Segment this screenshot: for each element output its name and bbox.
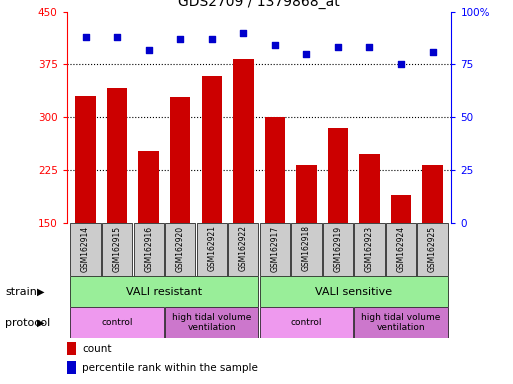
Title: GDS2709 / 1379868_at: GDS2709 / 1379868_at <box>178 0 340 9</box>
Bar <box>107 88 127 223</box>
Text: control: control <box>291 318 322 327</box>
FancyBboxPatch shape <box>386 223 416 276</box>
FancyBboxPatch shape <box>165 307 259 338</box>
Text: ▶: ▶ <box>37 287 45 297</box>
Text: protocol: protocol <box>5 318 50 328</box>
Text: GSM162924: GSM162924 <box>397 225 405 271</box>
Point <box>302 51 310 57</box>
Point <box>397 61 405 68</box>
Point <box>208 36 216 42</box>
Text: ▶: ▶ <box>37 318 45 328</box>
FancyBboxPatch shape <box>70 223 101 276</box>
Point <box>176 36 184 42</box>
Text: control: control <box>102 318 133 327</box>
Bar <box>296 165 317 223</box>
FancyBboxPatch shape <box>260 276 448 307</box>
FancyBboxPatch shape <box>260 223 290 276</box>
FancyBboxPatch shape <box>102 223 132 276</box>
Text: GSM162918: GSM162918 <box>302 225 311 271</box>
FancyBboxPatch shape <box>165 223 195 276</box>
Text: high tidal volume
ventilation: high tidal volume ventilation <box>172 313 251 332</box>
Text: GSM162917: GSM162917 <box>270 225 280 271</box>
Text: GSM162923: GSM162923 <box>365 225 374 271</box>
Point <box>113 34 121 40</box>
Point <box>334 44 342 50</box>
Text: percentile rank within the sample: percentile rank within the sample <box>82 363 258 373</box>
FancyBboxPatch shape <box>323 223 353 276</box>
FancyBboxPatch shape <box>196 223 227 276</box>
Text: GSM162921: GSM162921 <box>207 225 216 271</box>
Point <box>271 42 279 48</box>
FancyBboxPatch shape <box>70 307 164 338</box>
Text: strain: strain <box>5 287 37 297</box>
Bar <box>265 117 285 223</box>
Text: high tidal volume
ventilation: high tidal volume ventilation <box>361 313 441 332</box>
Text: GSM162920: GSM162920 <box>176 225 185 271</box>
Text: count: count <box>82 344 112 354</box>
Text: GSM162916: GSM162916 <box>144 225 153 271</box>
Bar <box>422 165 443 223</box>
Bar <box>202 76 222 223</box>
Text: GSM162919: GSM162919 <box>333 225 342 271</box>
Point <box>145 46 153 53</box>
Point <box>428 49 437 55</box>
Text: VALI resistant: VALI resistant <box>126 287 203 297</box>
Text: GSM162915: GSM162915 <box>113 225 122 271</box>
FancyBboxPatch shape <box>260 307 353 338</box>
Point <box>239 30 247 36</box>
Bar <box>139 151 159 223</box>
FancyBboxPatch shape <box>228 223 259 276</box>
Text: VALI sensitive: VALI sensitive <box>315 287 392 297</box>
Bar <box>67 342 76 355</box>
FancyBboxPatch shape <box>70 276 259 307</box>
Text: GSM162925: GSM162925 <box>428 225 437 271</box>
FancyBboxPatch shape <box>354 223 385 276</box>
Bar <box>391 195 411 223</box>
FancyBboxPatch shape <box>291 223 322 276</box>
Bar <box>359 154 380 223</box>
Point <box>82 34 90 40</box>
FancyBboxPatch shape <box>418 223 448 276</box>
FancyBboxPatch shape <box>133 223 164 276</box>
Bar <box>328 128 348 223</box>
FancyBboxPatch shape <box>354 307 448 338</box>
Text: GSM162922: GSM162922 <box>239 225 248 271</box>
Bar <box>233 59 253 223</box>
Point <box>365 44 373 50</box>
Bar <box>67 361 76 374</box>
Bar <box>170 98 190 223</box>
Bar <box>75 96 96 223</box>
Text: GSM162914: GSM162914 <box>81 225 90 271</box>
